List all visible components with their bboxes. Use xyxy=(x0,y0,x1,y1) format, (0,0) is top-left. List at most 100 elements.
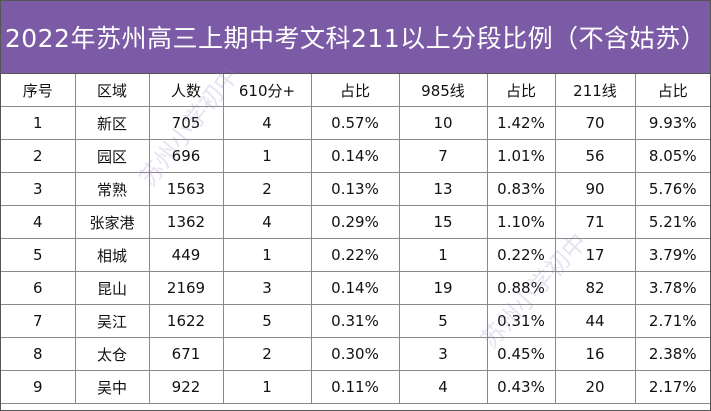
cell-ratio-985: 0.83% xyxy=(486,172,556,206)
cell-line-985: 5 xyxy=(398,304,488,338)
cell-count: 671 xyxy=(148,337,224,371)
header-cell-count: 人数 xyxy=(148,74,224,107)
cell-score-610: 2 xyxy=(222,172,312,206)
header-cell-211-ratio: 占比 xyxy=(634,74,710,107)
cell-score-610: 5 xyxy=(222,304,312,338)
cell-line-985: 7 xyxy=(398,139,488,173)
cell-ratio-211: 3.79% xyxy=(634,238,710,272)
cell-ratio-985: 1.42% xyxy=(486,106,556,140)
header-cell-610-ratio: 占比 xyxy=(310,74,400,107)
table-row: 7 吴江 1622 5 0.31% 5 0.31% 44 2.71% xyxy=(1,304,710,338)
cell-ratio-985: 1.10% xyxy=(486,205,556,239)
header-cell-985: 985线 xyxy=(398,74,488,107)
cell-line-211: 90 xyxy=(554,172,636,206)
cell-ratio-211: 3.78% xyxy=(634,271,710,305)
cell-line-211: 71 xyxy=(554,205,636,239)
table-row: 8 太仓 671 2 0.30% 3 0.45% 16 2.38% xyxy=(1,337,710,371)
cell-ratio-985: 0.45% xyxy=(486,337,556,371)
table-body: 1 新区 705 4 0.57% 10 1.42% 70 9.93% 2 园区 696 1 0.14% 7 1… xyxy=(1,106,710,404)
cell-score-610: 4 xyxy=(222,205,312,239)
cell-index: 9 xyxy=(1,370,76,404)
cell-ratio-610: 0.30% xyxy=(310,337,400,371)
cell-region: 吴中 xyxy=(74,370,150,404)
cell-ratio-985: 0.43% xyxy=(486,370,556,404)
cell-line-985: 3 xyxy=(398,337,488,371)
cell-ratio-985: 0.22% xyxy=(486,238,556,272)
cell-line-211: 20 xyxy=(554,370,636,404)
cell-ratio-610: 0.11% xyxy=(310,370,400,404)
cell-score-610: 2 xyxy=(222,337,312,371)
cell-index: 6 xyxy=(1,271,76,305)
cell-ratio-211: 2.71% xyxy=(634,304,710,338)
cell-line-985: 19 xyxy=(398,271,488,305)
cell-region: 昆山 xyxy=(74,271,150,305)
cell-ratio-985: 1.01% xyxy=(486,139,556,173)
cell-line-985: 10 xyxy=(398,106,488,140)
cell-ratio-211: 8.05% xyxy=(634,139,710,173)
header-cell-211: 211线 xyxy=(554,74,636,107)
cell-ratio-985: 0.88% xyxy=(486,271,556,305)
cell-line-211: 16 xyxy=(554,337,636,371)
cell-count: 2169 xyxy=(148,271,224,305)
cell-score-610: 1 xyxy=(222,238,312,272)
cell-region: 常熟 xyxy=(74,172,150,206)
cell-line-985: 15 xyxy=(398,205,488,239)
cell-region: 张家港 xyxy=(74,205,150,239)
cell-count: 705 xyxy=(148,106,224,140)
cell-region: 园区 xyxy=(74,139,150,173)
cell-count: 1563 xyxy=(148,172,224,206)
cell-ratio-610: 0.31% xyxy=(310,304,400,338)
score-table: 序号 区域 人数 610分+ 占比 985线 占比 211线 占比 1 新区 705… xyxy=(1,74,710,404)
cell-count: 922 xyxy=(148,370,224,404)
cell-line-985: 1 xyxy=(398,238,488,272)
cell-index: 2 xyxy=(1,139,76,173)
cell-ratio-610: 0.14% xyxy=(310,139,400,173)
table-row: 2 园区 696 1 0.14% 7 1.01% 56 8.05% xyxy=(1,139,710,173)
cell-score-610: 1 xyxy=(222,370,312,404)
cell-region: 太仓 xyxy=(74,337,150,371)
cell-ratio-211: 2.38% xyxy=(634,337,710,371)
header-cell-985-ratio: 占比 xyxy=(486,74,556,107)
cell-ratio-610: 0.57% xyxy=(310,106,400,140)
table-row: 4 张家港 1362 4 0.29% 15 1.10% 71 5.21% xyxy=(1,205,710,239)
cell-ratio-610: 0.29% xyxy=(310,205,400,239)
cell-ratio-610: 0.14% xyxy=(310,271,400,305)
cell-ratio-211: 2.17% xyxy=(634,370,710,404)
cell-ratio-211: 5.21% xyxy=(634,205,710,239)
cell-count: 1362 xyxy=(148,205,224,239)
cell-line-211: 82 xyxy=(554,271,636,305)
cell-count: 1622 xyxy=(148,304,224,338)
cell-region: 吴江 xyxy=(74,304,150,338)
table-title: 2022年苏州高三上期中考文科211以上分段比例（不含姑苏） xyxy=(1,1,710,74)
cell-ratio-985: 0.31% xyxy=(486,304,556,338)
cell-index: 3 xyxy=(1,172,76,206)
table-row: 3 常熟 1563 2 0.13% 13 0.83% 90 5.76% xyxy=(1,172,710,206)
header-cell-610: 610分+ xyxy=(222,74,312,107)
cell-line-211: 70 xyxy=(554,106,636,140)
cell-index: 1 xyxy=(1,106,76,140)
cell-line-985: 4 xyxy=(398,370,488,404)
header-cell-region: 区域 xyxy=(74,74,150,107)
cell-index: 4 xyxy=(1,205,76,239)
cell-region: 新区 xyxy=(74,106,150,140)
header-cell-index: 序号 xyxy=(1,74,76,107)
cell-count: 696 xyxy=(148,139,224,173)
cell-score-610: 3 xyxy=(222,271,312,305)
cell-region: 相城 xyxy=(74,238,150,272)
cell-ratio-610: 0.22% xyxy=(310,238,400,272)
header-row: 序号 区域 人数 610分+ 占比 985线 占比 211线 占比 xyxy=(1,74,710,107)
table-row: 9 吴中 922 1 0.11% 4 0.43% 20 2.17% xyxy=(1,370,710,404)
table-row: 6 昆山 2169 3 0.14% 19 0.88% 82 3.78% xyxy=(1,271,710,305)
cell-ratio-211: 9.93% xyxy=(634,106,710,140)
cell-line-211: 56 xyxy=(554,139,636,173)
cell-index: 8 xyxy=(1,337,76,371)
cell-score-610: 4 xyxy=(222,106,312,140)
cell-index: 7 xyxy=(1,304,76,338)
cell-index: 5 xyxy=(1,238,76,272)
cell-score-610: 1 xyxy=(222,139,312,173)
table-row: 5 相城 449 1 0.22% 1 0.22% 17 3.79% xyxy=(1,238,710,272)
cell-line-985: 13 xyxy=(398,172,488,206)
cell-ratio-610: 0.13% xyxy=(310,172,400,206)
cell-count: 449 xyxy=(148,238,224,272)
